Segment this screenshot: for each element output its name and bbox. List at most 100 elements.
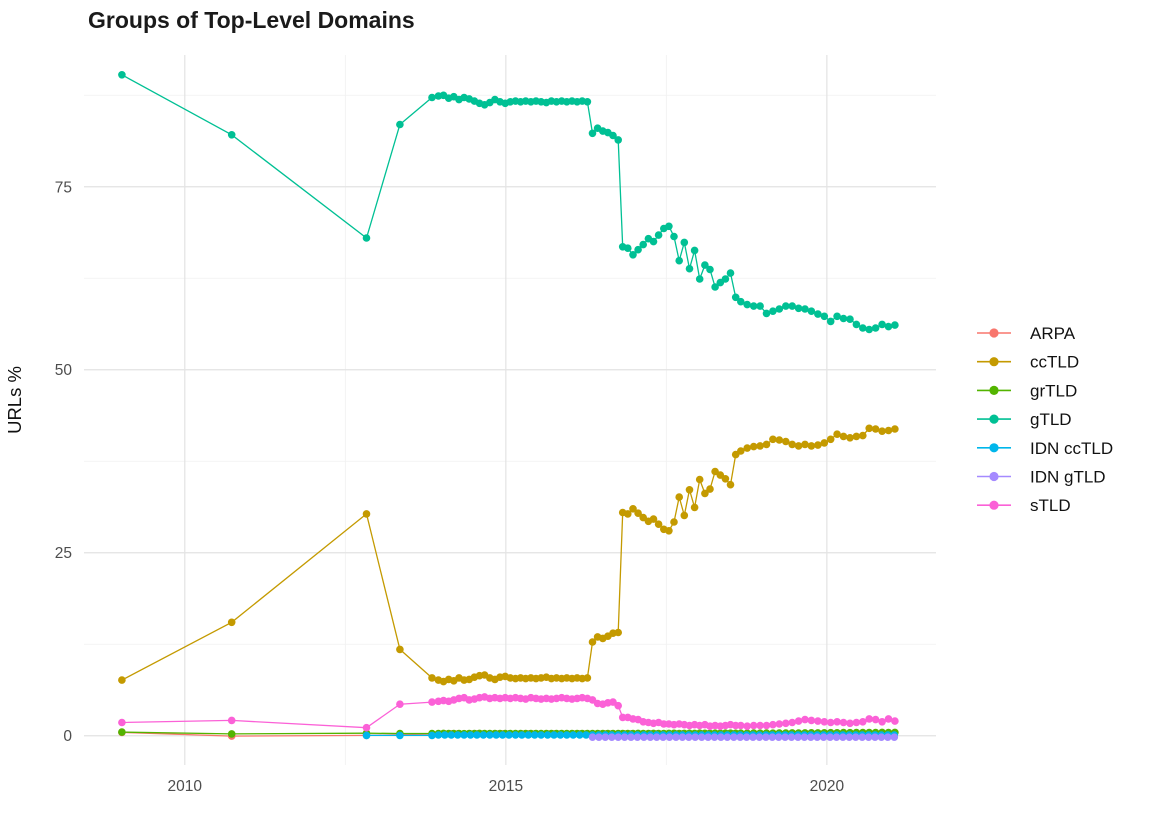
- series-point-idn-gtld: [646, 733, 655, 741]
- series-point-cctld: [227, 618, 236, 627]
- series-point-cctld: [859, 431, 867, 440]
- legend-item-idn-gtld: IDN gTLD: [977, 468, 1106, 487]
- series-idn-gtld: [588, 733, 899, 741]
- series-point-idn-cctld: [582, 731, 590, 739]
- series-point-cctld: [826, 435, 835, 444]
- series-point-idn-gtld: [601, 733, 610, 741]
- series-point-idn-cctld: [428, 731, 436, 740]
- series-point-gtld: [726, 269, 735, 277]
- series-point-cctld: [690, 503, 699, 512]
- series-point-idn-gtld: [678, 733, 687, 741]
- series-point-gtld: [665, 222, 673, 231]
- series-point-idn-gtld: [659, 733, 667, 741]
- series-point-gtld: [749, 302, 758, 310]
- series-point-gtld: [362, 234, 371, 242]
- legend: ARPA ccTLD grTLD gTLD IDN ccTLD IDN gTLD sTLD: [977, 324, 1113, 515]
- legend-key-dot-stld: [989, 500, 999, 510]
- series-point-cctld: [665, 527, 673, 535]
- series-point-cctld: [726, 480, 735, 489]
- legend-key-dot-idn-cctld: [989, 443, 999, 453]
- series-point-cctld: [614, 628, 622, 637]
- legend-key-dot-grtld: [989, 385, 999, 395]
- series-point-gtld: [624, 244, 632, 252]
- series-point-grtld: [118, 728, 126, 736]
- series-point-stld: [814, 717, 822, 725]
- series-point-stld: [788, 718, 796, 727]
- series-point-cctld: [865, 424, 873, 433]
- series-point-stld: [865, 715, 873, 723]
- series-point-gtld: [871, 324, 880, 332]
- series-point-gtld: [583, 98, 592, 106]
- series-point-gtld: [695, 275, 704, 283]
- series-point-idn-cctld: [550, 731, 558, 739]
- series-point-idn-cctld: [460, 731, 468, 739]
- series-point-gtld: [670, 232, 678, 241]
- series-point-idn-gtld: [691, 733, 699, 741]
- series-point-stld: [820, 718, 829, 726]
- series-point-stld: [891, 717, 899, 725]
- legend-label-cctld: ccTLD: [1030, 353, 1079, 372]
- legend-label-idn-gtld: IDN gTLD: [1030, 468, 1106, 487]
- series-point-cctld: [701, 489, 709, 498]
- series-point-gtld: [629, 251, 637, 259]
- series-point-gtld: [814, 310, 822, 318]
- series-point-stld: [743, 722, 751, 730]
- series-point-cctld: [624, 510, 632, 518]
- series-point-stld: [878, 718, 886, 726]
- series-point-idn-gtld: [800, 733, 809, 741]
- series-point-cctld: [846, 434, 854, 442]
- series-point-idn-gtld: [819, 733, 828, 741]
- series-point-idn-gtld: [652, 733, 661, 741]
- series-point-stld: [846, 719, 854, 728]
- series-point-gtld: [878, 320, 886, 329]
- series-point-stld: [884, 715, 893, 723]
- legend-item-stld: sTLD: [977, 496, 1071, 515]
- y-tick-label: 0: [63, 728, 72, 745]
- series-point-cctld: [649, 515, 658, 523]
- series-point-idn-gtld: [685, 733, 693, 741]
- x-tick-label: 2015: [489, 778, 523, 795]
- series-point-idn-gtld: [742, 733, 751, 741]
- series-point-idn-gtld: [884, 733, 892, 741]
- series-point-idn-cctld: [466, 731, 475, 739]
- series-point-gtld: [396, 120, 404, 129]
- series-point-gtld: [820, 312, 829, 321]
- legend-item-idn-cctld: IDN ccTLD: [977, 439, 1113, 458]
- series-point-stld: [118, 718, 126, 727]
- series-point-idn-gtld: [832, 733, 841, 741]
- series-point-gtld: [639, 240, 647, 249]
- series-point-cctld: [801, 440, 809, 449]
- x-tick-label: 2020: [810, 778, 845, 795]
- series-point-idn-gtld: [736, 733, 744, 741]
- series-point-gtld: [859, 324, 867, 332]
- series-point-idn-gtld: [813, 733, 821, 741]
- series-point-idn-cctld: [453, 731, 462, 739]
- series-point-idn-gtld: [614, 733, 622, 741]
- series-point-idn-cctld: [524, 731, 533, 739]
- series-point-cctld: [807, 442, 816, 450]
- series-point-stld: [737, 721, 745, 730]
- series-point-idn-gtld: [697, 733, 706, 741]
- series-point-idn-gtld: [588, 733, 597, 741]
- series-point-stld: [428, 698, 436, 706]
- series-point-cctld: [118, 676, 126, 684]
- series-point-idn-gtld: [826, 733, 834, 741]
- series-point-idn-gtld: [710, 733, 719, 741]
- series-point-idn-cctld: [556, 731, 565, 739]
- series-point-gtld: [428, 93, 436, 102]
- x-tick-label: 2010: [168, 778, 203, 795]
- series-point-idn-gtld: [749, 733, 757, 741]
- series-point-idn-gtld: [665, 733, 674, 741]
- series-point-stld: [614, 701, 622, 710]
- series-point-gtld: [788, 302, 796, 310]
- series-point-gtld: [801, 305, 809, 313]
- series-point-cctld: [891, 425, 899, 433]
- series-point-idn-gtld: [864, 733, 873, 741]
- series-point-idn-cctld: [537, 731, 545, 739]
- series-point-cctld: [756, 442, 764, 450]
- series-point-cctld: [794, 442, 803, 450]
- series-point-stld: [362, 723, 371, 732]
- series-point-cctld: [769, 435, 777, 444]
- series-point-gtld: [634, 245, 642, 254]
